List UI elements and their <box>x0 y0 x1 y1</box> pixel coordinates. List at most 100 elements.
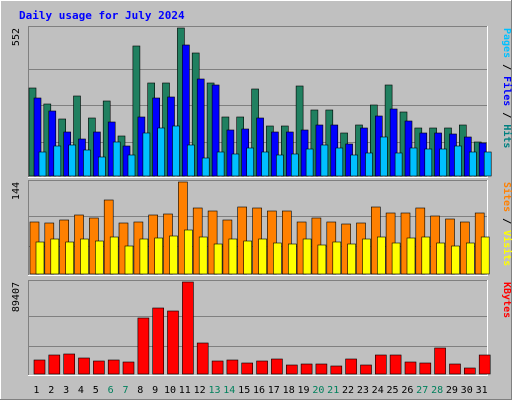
kbytes-bar <box>48 354 61 375</box>
files-bar <box>256 117 264 177</box>
sites-bar <box>213 243 223 275</box>
sites-bar <box>480 236 490 275</box>
y-max-label: 144 <box>11 182 22 200</box>
kbytes-bar <box>285 364 298 375</box>
x-tick-label: 9 <box>152 385 158 396</box>
kbytes-bar <box>419 362 432 375</box>
files-bar <box>211 84 220 177</box>
x-tick-label: 26 <box>401 385 413 396</box>
pages-bar <box>468 151 477 177</box>
files-bar <box>33 97 42 177</box>
x-tick-label: 16 <box>253 385 265 396</box>
x-tick-label: 18 <box>283 385 295 396</box>
pages-bar <box>83 149 91 177</box>
sites-bar <box>436 242 445 275</box>
sites-bar <box>184 229 193 275</box>
kbytes-bar <box>196 342 209 375</box>
kbytes-bar <box>389 354 402 375</box>
kbytes-bar <box>315 363 328 375</box>
x-tick-label: 11 <box>179 385 191 396</box>
kbytes-bar <box>404 361 417 375</box>
files-bar <box>226 129 235 177</box>
sites-bar <box>139 238 149 275</box>
pages-bar <box>127 154 136 177</box>
pages-bar <box>172 125 180 177</box>
x-tick-label: 14 <box>223 385 235 396</box>
x-tick-label: 28 <box>431 385 443 396</box>
kbytes-bar <box>478 354 491 375</box>
kbytes-bar <box>300 363 313 375</box>
x-tick-label: 30 <box>461 385 473 396</box>
pages-bar <box>350 154 358 177</box>
legend-part: KBytes <box>501 282 512 318</box>
x-tick-label: 19 <box>297 385 309 396</box>
pages-bar <box>276 154 284 177</box>
pages-bar <box>320 144 329 177</box>
legend-part: Pages <box>501 28 512 58</box>
sites-bar <box>347 243 356 275</box>
series-legend: Sites / Visits <box>501 182 512 266</box>
pages-bar <box>112 141 121 177</box>
pages-bar <box>409 147 418 177</box>
sites-bar <box>154 237 163 275</box>
pages-bar <box>187 144 195 177</box>
kbytes-bar <box>182 281 194 375</box>
kbytes-bar <box>434 347 446 375</box>
kbytes-bar <box>330 365 343 375</box>
x-tick-label: 12 <box>194 385 206 396</box>
legend-part: Sites <box>501 182 512 212</box>
sites-bar <box>391 242 401 275</box>
kbytes-bar <box>33 359 46 375</box>
x-tick-label: 29 <box>446 385 458 396</box>
sites-bar <box>65 241 74 275</box>
kbytes-bar <box>122 361 135 375</box>
hits-bar <box>73 95 81 177</box>
x-tick-label: 2 <box>48 385 54 396</box>
x-tick-label: 25 <box>386 385 398 396</box>
files-bar <box>93 131 101 177</box>
sites-bar <box>287 243 297 275</box>
pages-bar <box>365 152 373 177</box>
sites-bar <box>317 244 327 275</box>
x-tick-label: 17 <box>268 385 280 396</box>
chart-title: Daily usage for July 2024 <box>19 9 185 22</box>
x-tick-label: 22 <box>342 385 354 396</box>
kbytes-bar <box>271 358 283 375</box>
sites-bar <box>80 238 89 275</box>
kbytes-bar <box>226 359 239 375</box>
kbytes-bar <box>167 310 179 375</box>
kbytes-bar <box>211 360 224 375</box>
legend-part: / <box>501 212 512 230</box>
x-tick-label: 21 <box>327 385 339 396</box>
x-tick-label: 20 <box>312 385 324 396</box>
sites-bar <box>228 238 238 275</box>
pages-bar <box>261 151 269 177</box>
kbytes-bar <box>107 359 120 375</box>
visits-bar <box>207 210 218 275</box>
kbytes-bar <box>152 307 164 375</box>
legend-part: / <box>501 58 512 76</box>
kbytes-bar <box>374 354 387 375</box>
pages-bar <box>68 144 76 177</box>
pages-bar <box>157 127 165 177</box>
pages-bar <box>379 136 388 177</box>
visits-bar <box>281 210 292 275</box>
sites-bar <box>302 238 312 275</box>
legend-part: Files <box>501 76 512 106</box>
x-tick-label: 1 <box>33 385 39 396</box>
chart-panel-2: 144 Sites / Visits <box>11 180 512 276</box>
files-bar <box>271 131 279 177</box>
sites-bar <box>465 242 475 275</box>
files-bar <box>48 110 57 177</box>
legend-part: / <box>501 106 512 124</box>
pages-bar <box>38 151 47 177</box>
sites-bar <box>273 242 282 275</box>
kbytes-bar <box>360 364 372 375</box>
chart-panel-3: 89407 KBytes <box>11 280 512 376</box>
kbytes-bar <box>78 357 90 375</box>
y-max-label: 552 <box>11 28 22 46</box>
pages-bar <box>216 151 225 177</box>
x-tick-label: 27 <box>416 385 428 396</box>
pages-bar <box>483 151 492 177</box>
series-legend: Pages / Files / Hits <box>501 28 512 148</box>
